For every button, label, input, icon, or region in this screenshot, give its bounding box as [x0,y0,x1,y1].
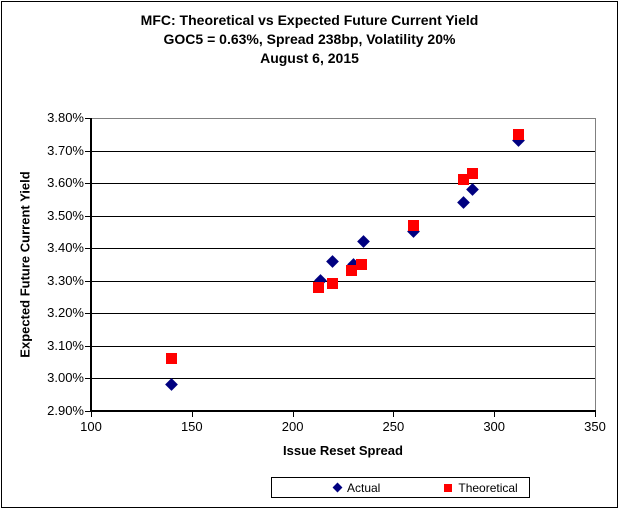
y-gridline [91,183,595,184]
y-gridline [91,215,595,217]
x-tick-label: 300 [483,419,506,434]
y-gridline [91,345,595,347]
y-tick-label: 3.40% [47,240,84,255]
y-axis-tick [85,215,91,217]
y-gridline [91,150,595,152]
legend-label-theoretical: Theoretical [458,480,518,495]
chart-subtitle: GOC5 = 0.63%, Spread 238bp, Volatility 2… [163,31,456,47]
x-axis-tick [191,412,193,417]
x-axis-tick [595,412,596,417]
y-axis-title: Expected Future Current Yield [17,171,33,358]
y-tick-label: 3.70% [47,142,84,158]
y-tick-label: 3.10% [47,337,84,353]
y-tick-label: 2.90% [47,402,84,418]
x-tick-label: 150 [180,419,203,434]
data-point-theoretical [327,278,339,290]
y-tick-label: 3.50% [47,207,84,223]
y-axis-tick [85,248,91,249]
y-axis-tick [85,313,91,314]
plot-area [91,118,595,411]
x-tick-label: 250 [382,419,405,434]
y-axis-line [90,118,92,412]
y-axis-tick [85,150,91,152]
x-axis-line [90,410,596,412]
y-tick-label: 3.80% [47,110,84,125]
x-axis-tick [393,412,395,417]
y-axis-tick [85,378,91,379]
x-tick-label: 100 [80,419,102,434]
plot-border-top [91,118,596,119]
actual-diamond-icon [332,482,343,493]
chart-title: MFC: Theoretical vs Expected Future Curr… [140,12,479,28]
y-axis-tick [85,118,91,119]
y-gridline [91,280,595,282]
x-tick-label: 200 [281,419,304,434]
y-axis-tick [85,345,91,347]
x-axis-tick [91,412,92,417]
y-tick-label: 3.30% [47,272,84,288]
legend-label-actual: Actual [347,480,381,495]
chart-title-block: MFC: Theoretical vs Expected Future Curr… [0,11,619,68]
data-point-theoretical [345,265,357,277]
legend-item-theoretical: Theoretical [444,480,518,495]
x-tick-label: 350 [584,419,606,434]
data-point-theoretical [166,353,178,364]
y-axis-tick [85,410,91,412]
data-point-theoretical [408,219,420,231]
data-point-theoretical [458,174,470,186]
y-gridline [91,313,595,314]
y-gridline [91,378,595,379]
legend: Actual Theoretical [271,477,530,498]
y-tick-label: 3.20% [47,305,84,320]
y-tick-label: 3.60% [47,175,84,190]
y-gridline [91,248,595,249]
y-axis-tick [85,280,91,282]
x-axis-title: Issue Reset Spread [283,443,403,458]
data-point-theoretical [355,258,367,270]
x-axis-tick [494,412,496,417]
y-axis-tick [85,183,91,184]
data-point-theoretical [512,128,524,140]
chart-date: August 6, 2015 [260,50,359,66]
y-tick-label: 3.00% [47,370,84,385]
theoretical-square-icon [444,483,453,492]
data-point-theoretical [466,167,478,179]
x-axis-tick [292,412,294,417]
legend-item-actual: Actual [332,480,381,495]
plot-border-right [595,118,596,411]
data-point-theoretical [313,281,325,293]
